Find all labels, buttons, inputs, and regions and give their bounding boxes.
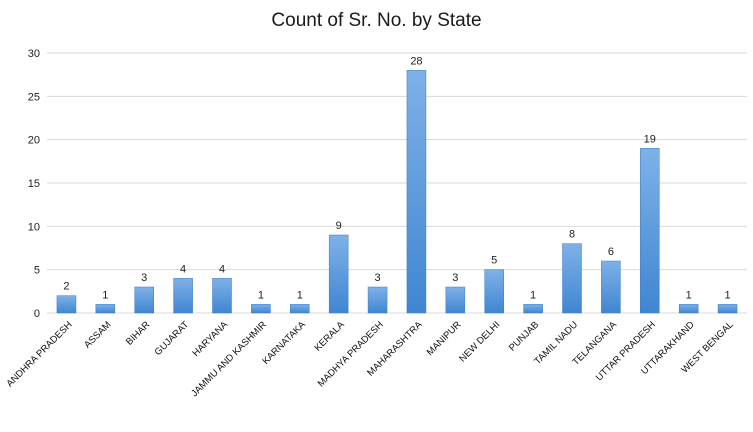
bar [367, 286, 388, 314]
bar [640, 148, 660, 314]
y-tick-label: 0 [34, 308, 40, 320]
x-tick-label: BIHAR [124, 319, 152, 347]
bar [212, 278, 232, 314]
bar [484, 269, 504, 314]
bar [717, 304, 738, 314]
x-tick-label: KERALA [312, 319, 347, 354]
y-tick-label: 20 [28, 135, 40, 147]
data-label: 4 [180, 263, 186, 275]
x-tick-label: JAMMU AND KASHMIR [189, 319, 269, 399]
x-tick-label: HARYANA [190, 319, 230, 359]
x-tick-label: ANDHRA PRADESH [4, 319, 74, 389]
data-label: 4 [219, 263, 225, 275]
y-tick-label: 30 [28, 48, 40, 60]
bar [95, 304, 116, 314]
data-label: 1 [724, 289, 730, 301]
data-label: 9 [336, 220, 342, 232]
y-tick-label: 15 [28, 178, 40, 190]
bar [523, 304, 543, 314]
data-label: 1 [686, 289, 692, 301]
data-label: 8 [569, 229, 575, 241]
bar [406, 70, 427, 314]
bar [445, 286, 466, 314]
bar [678, 304, 699, 314]
x-tick-label: ASSAM [82, 319, 113, 350]
data-label: 2 [63, 281, 69, 293]
bar [601, 260, 621, 314]
x-tick-label: GUJARAT [153, 319, 192, 358]
x-tick-label: MADHYA PRADESH [316, 319, 386, 389]
bar [251, 304, 271, 314]
data-label: 6 [608, 246, 614, 258]
data-label: 5 [491, 255, 497, 267]
bar [173, 278, 193, 314]
data-label: 3 [452, 272, 458, 284]
x-tick-label: PUNJAB [507, 319, 541, 353]
y-tick-label: 10 [28, 221, 40, 233]
bar [56, 295, 77, 314]
x-tick-label: MANIPUR [425, 319, 464, 358]
bar [562, 243, 582, 314]
x-tick-label: NEW DELHI [457, 319, 502, 364]
x-axis-labels: ANDHRA PRADESH ASSAM BIHAR GUJARAT HARYANAJA… [4, 319, 735, 399]
data-label: 1 [258, 289, 264, 301]
data-label: 1 [102, 289, 108, 301]
data-label: 3 [374, 272, 380, 284]
data-label: 28 [410, 55, 422, 67]
bar [134, 286, 154, 314]
data-label: 1 [530, 289, 536, 301]
chart-title: Count of Sr. No. by State [271, 10, 482, 31]
y-axis-ticks: 0 5 10 15 20 25 30 [28, 48, 40, 320]
bars [56, 70, 738, 314]
bar [290, 304, 310, 314]
y-tick-label: 25 [28, 91, 40, 103]
data-label: 19 [644, 133, 656, 145]
gridlines [47, 52, 747, 314]
data-label: 1 [297, 289, 303, 301]
bar [328, 234, 349, 314]
y-tick-label: 5 [34, 265, 40, 277]
data-label: 3 [141, 272, 147, 284]
